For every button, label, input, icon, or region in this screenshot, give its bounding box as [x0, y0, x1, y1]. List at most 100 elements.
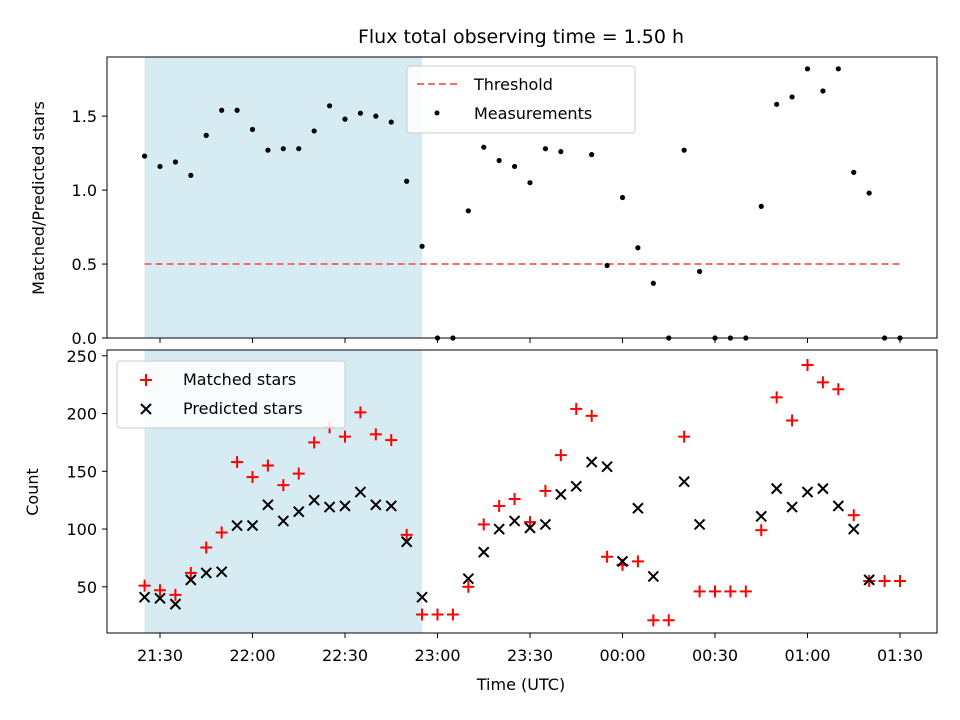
measurement-point	[157, 163, 163, 170]
matched-star-point	[524, 516, 536, 529]
matched-star-point	[554, 449, 567, 462]
matched-star-point	[308, 436, 321, 449]
matched-star-point	[770, 391, 783, 404]
measurement-point	[789, 94, 795, 100]
top-legend: Threshold Measurements	[406, 65, 636, 134]
y-tick-label: 150	[66, 462, 97, 481]
matched-star-point	[184, 566, 197, 579]
predicted-star-point	[616, 555, 629, 568]
predicted-star-point	[154, 592, 166, 605]
matched-star-point	[724, 585, 737, 598]
matched-star-point	[693, 585, 706, 598]
bottom-legend-frame	[116, 360, 346, 429]
measurement-point	[172, 159, 179, 165]
measurement-point	[249, 126, 256, 133]
measurement-point	[604, 262, 610, 269]
measurement-point	[219, 107, 225, 113]
predicted-star-point	[817, 482, 829, 495]
measurement-point	[141, 153, 148, 159]
predicted-star-point	[138, 591, 151, 603]
predicted-star-point	[246, 519, 259, 532]
matched-star-point	[847, 509, 860, 522]
matched-star-point	[678, 430, 691, 443]
predicted-star-point	[277, 515, 290, 527]
predicted-star-point	[524, 522, 536, 534]
matched-star-point	[215, 526, 228, 539]
matched-star-point	[231, 456, 244, 469]
measurement-point	[774, 101, 780, 107]
measurement-point	[388, 119, 394, 125]
matched-star-point	[169, 588, 182, 601]
measurement-point	[589, 152, 595, 158]
predicted-star-point	[770, 482, 783, 495]
predicted-star-point	[354, 486, 367, 498]
matched-star-point	[462, 580, 475, 593]
measurement-point	[635, 245, 641, 251]
x-tick-label: 01:30	[877, 646, 923, 665]
measurement-point	[465, 208, 471, 214]
y-tick-label: 0.0	[72, 329, 97, 348]
measurement-point	[804, 66, 811, 72]
matched-star-point	[647, 614, 660, 627]
measurement-point	[419, 243, 425, 249]
matched-star-point	[246, 471, 259, 484]
measurement-point	[496, 157, 502, 164]
measurement-point	[342, 116, 348, 122]
matched-star-point	[354, 406, 367, 419]
legend-matched-label: Matched stars	[183, 370, 296, 389]
predicted-star-point	[385, 500, 397, 512]
matched-star-point	[878, 575, 891, 588]
matched-star-point	[477, 518, 490, 531]
predicted-star-point	[262, 499, 274, 511]
measurement-point	[527, 180, 533, 186]
matched-star-point	[786, 414, 799, 427]
matched-star-point	[277, 479, 290, 492]
predicted-star-point	[200, 567, 212, 579]
matched-star-point	[369, 428, 382, 441]
predicted-star-point	[169, 598, 182, 610]
y-tick-label: 250	[66, 347, 97, 366]
bottom-panel: 50 100 150 200 250 21:30 22:00 22:30 23:00 23:30…	[23, 347, 938, 694]
measurement-point	[650, 280, 656, 286]
matched-star-point	[261, 459, 274, 472]
matched-star-point	[631, 555, 644, 568]
measurement-point	[511, 163, 518, 170]
top-panel: 0.0 0.5 1.0 1.5 Matched/Predicted stars Thr…	[29, 56, 938, 348]
matched-star-point	[539, 484, 552, 497]
measurement-point	[280, 146, 286, 152]
predicted-star-point	[585, 456, 598, 468]
x-axis-label: Time (UTC)	[476, 675, 565, 694]
matched-star-point	[416, 608, 429, 621]
bottom-plot-frame	[106, 349, 938, 634]
measurement-point	[311, 128, 317, 134]
y-tick-label: 200	[66, 405, 97, 424]
x-tick-label: 00:30	[692, 646, 738, 665]
predicted-star-point	[308, 494, 320, 506]
predicted-star-point	[323, 501, 336, 513]
predicted-star-point	[832, 500, 845, 512]
matched-star-point	[601, 550, 614, 563]
measurement-point	[203, 132, 209, 138]
predicted-star-point	[848, 523, 860, 535]
matched-star-point	[739, 585, 752, 598]
predicted-star-point	[185, 574, 197, 586]
matched-star-point	[709, 585, 721, 598]
predicted-star-point	[539, 518, 552, 531]
matched-star-point	[816, 376, 829, 389]
measurement-point	[404, 178, 410, 184]
matched-star-point	[138, 579, 151, 592]
measurement-point	[373, 113, 379, 119]
predicted-star-point	[293, 506, 305, 518]
x-tick-label: 01:00	[784, 646, 830, 665]
predicted-star-point	[570, 480, 582, 493]
matched-star-point	[400, 528, 413, 541]
matched-star-point	[755, 524, 768, 537]
legend-matched-swatch	[140, 374, 152, 386]
predicted-star-point	[786, 501, 798, 513]
legend-predicted-label: Predicted stars	[183, 399, 303, 418]
measurement-point	[619, 194, 626, 201]
top-shaded-interval	[144, 57, 423, 338]
matched-star-point	[339, 430, 351, 443]
x-tick-label: 21:30	[137, 646, 183, 665]
